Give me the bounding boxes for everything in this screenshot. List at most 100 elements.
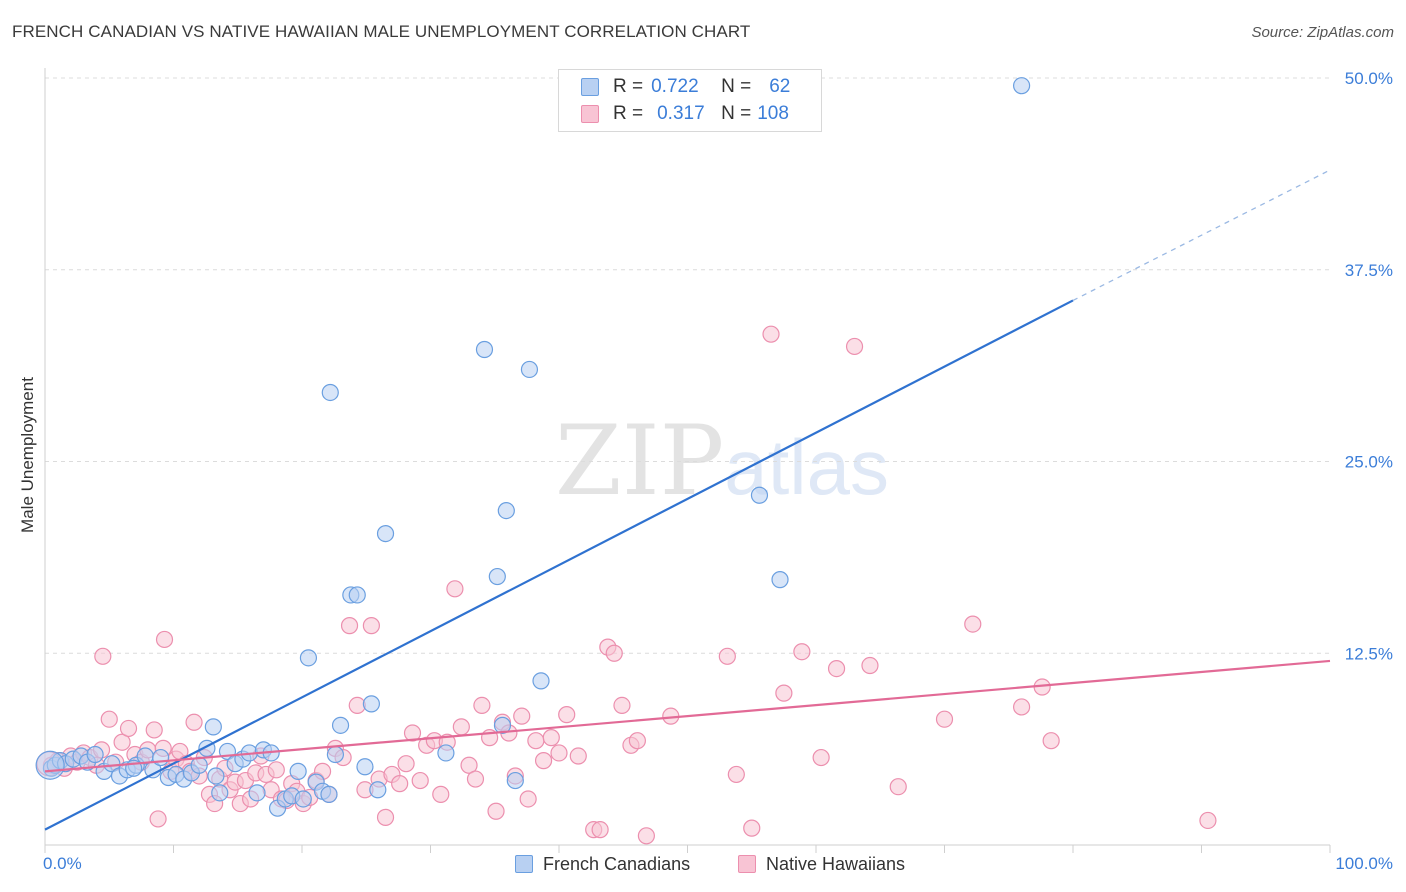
french-canadians-point <box>152 748 170 767</box>
french-canadians-point <box>289 762 307 780</box>
native-hawaiians-point <box>569 747 587 765</box>
x-tick-label: 100.0% <box>1335 854 1393 873</box>
native-hawaiians-point <box>743 819 761 837</box>
y-axis-label: Male Unemployment <box>18 377 37 533</box>
native-hawaiians-point <box>793 643 811 661</box>
native-hawaiians-point <box>267 761 285 779</box>
french-canadians-point <box>506 771 524 790</box>
bottom-legend-label: French Canadians <box>543 853 691 874</box>
legend-swatch-pink <box>581 105 599 123</box>
native-hawaiians-point <box>762 325 780 343</box>
native-hawaiians-point <box>155 630 174 649</box>
legend-r-value: 0.722 <box>651 76 699 97</box>
native-hawaiians-point <box>348 696 366 715</box>
native-hawaiians-point <box>935 710 954 728</box>
native-hawaiians-point <box>362 617 380 635</box>
native-hawaiians-point <box>775 684 793 702</box>
native-hawaiians-point <box>1199 811 1217 830</box>
legend-n-label: N = <box>721 76 752 97</box>
native-hawaiians-point <box>145 721 163 739</box>
french-canadians-point <box>750 486 769 504</box>
bottom-legend-french-canadians: French Canadians <box>515 852 690 876</box>
native-hawaiians-point <box>727 765 745 784</box>
native-hawaiians-point <box>403 724 422 742</box>
native-hawaiians-point <box>605 644 623 662</box>
native-hawaiians-point <box>542 729 560 747</box>
native-hawaiians-point <box>550 744 568 762</box>
source-label: Source: ZipAtlas.com <box>1251 24 1394 41</box>
french-canadians-point <box>497 501 515 520</box>
y-tick-label: 25.0% <box>1345 453 1393 472</box>
native-hawaiians-point <box>391 775 409 793</box>
legend-n-label: N = <box>721 103 752 124</box>
native-hawaiians-point <box>446 580 464 598</box>
french-canadians-point <box>362 695 380 713</box>
french-canadians-point <box>248 784 266 802</box>
french-canadians-point <box>204 718 222 736</box>
native-hawaiians-point <box>113 733 131 751</box>
native-hawaiians-point <box>613 696 631 715</box>
french-canadians-point <box>520 360 539 379</box>
x-tick-label: 0.0% <box>43 854 82 873</box>
french-canadians-point <box>326 745 345 764</box>
french-canadians-point <box>86 745 104 764</box>
native-hawaiians-point <box>527 732 545 750</box>
native-hawaiians-point <box>466 770 485 788</box>
bottom-legend-native-hawaiians: Native Hawaiians <box>738 852 905 876</box>
bottom-legend-swatch-blue <box>515 855 533 873</box>
french-canadians-point <box>437 744 455 762</box>
native-hawaiians-point <box>100 710 118 728</box>
legend-row-french-canadians: R = 0.722 N = 62 <box>581 75 790 99</box>
native-hawaiians-points <box>36 325 1217 845</box>
native-hawaiians-point <box>591 821 609 839</box>
native-hawaiians-point <box>628 732 646 750</box>
bottom-legend-swatch-pink <box>738 855 756 873</box>
legend-swatch-blue <box>581 78 599 96</box>
french-canadians-point <box>211 784 229 802</box>
legend-r-value: 0.317 <box>657 103 705 124</box>
french-canadians-point <box>1012 77 1031 95</box>
grid-lines <box>45 77 1330 654</box>
french-canadians-point <box>294 790 312 808</box>
native-hawaiians-point <box>861 656 879 675</box>
french-canadians-trend-extension <box>1072 169 1331 302</box>
native-hawaiians-point <box>889 778 907 796</box>
french-canadians-point <box>320 785 338 803</box>
legend-r-label: R = <box>613 76 644 97</box>
chart-title: FRENCH CANADIAN VS NATIVE HAWAIIAN MALE … <box>12 22 751 41</box>
trend-lines <box>44 169 1331 831</box>
bottom-legend-label: Native Hawaiians <box>766 853 906 874</box>
y-tick-label: 37.5% <box>1345 261 1393 280</box>
french-canadians-point <box>299 649 318 667</box>
native-hawaiians-point <box>473 696 491 715</box>
native-hawaiians-trend-line <box>44 659 1331 773</box>
french-canadians-point <box>493 716 512 734</box>
native-hawaiians-point <box>432 785 450 803</box>
native-hawaiians-point <box>340 617 359 635</box>
native-hawaiians-point <box>964 615 982 633</box>
legend-n-value: 108 <box>757 103 789 124</box>
legend-n-value: 62 <box>769 76 791 97</box>
native-hawaiians-point <box>119 719 138 738</box>
native-hawaiians-point <box>149 810 167 828</box>
french-canadians-trend-line <box>44 299 1074 831</box>
native-hawaiians-point <box>397 755 415 773</box>
native-hawaiians-point <box>637 827 655 845</box>
native-hawaiians-point <box>1042 732 1060 750</box>
french-canadians-point <box>475 340 494 359</box>
french-canadians-point <box>321 383 339 402</box>
correlation-legend: R = 0.722 N = 62 R = 0.317 N = 108 <box>558 69 822 132</box>
french-canadians-point <box>356 758 374 776</box>
axes <box>44 68 1331 853</box>
french-canadians-point <box>369 781 387 799</box>
french-canadians-point <box>376 524 395 543</box>
french-canadians-point <box>771 571 789 589</box>
native-hawaiians-point <box>534 752 553 770</box>
french-canadians-point <box>103 755 121 773</box>
native-hawaiians-point <box>1012 698 1031 716</box>
native-hawaiians-point <box>718 647 736 665</box>
french-canadians-point <box>532 672 550 690</box>
native-hawaiians-point <box>185 713 203 731</box>
native-hawaiians-point <box>487 802 505 820</box>
native-hawaiians-point <box>411 771 429 790</box>
